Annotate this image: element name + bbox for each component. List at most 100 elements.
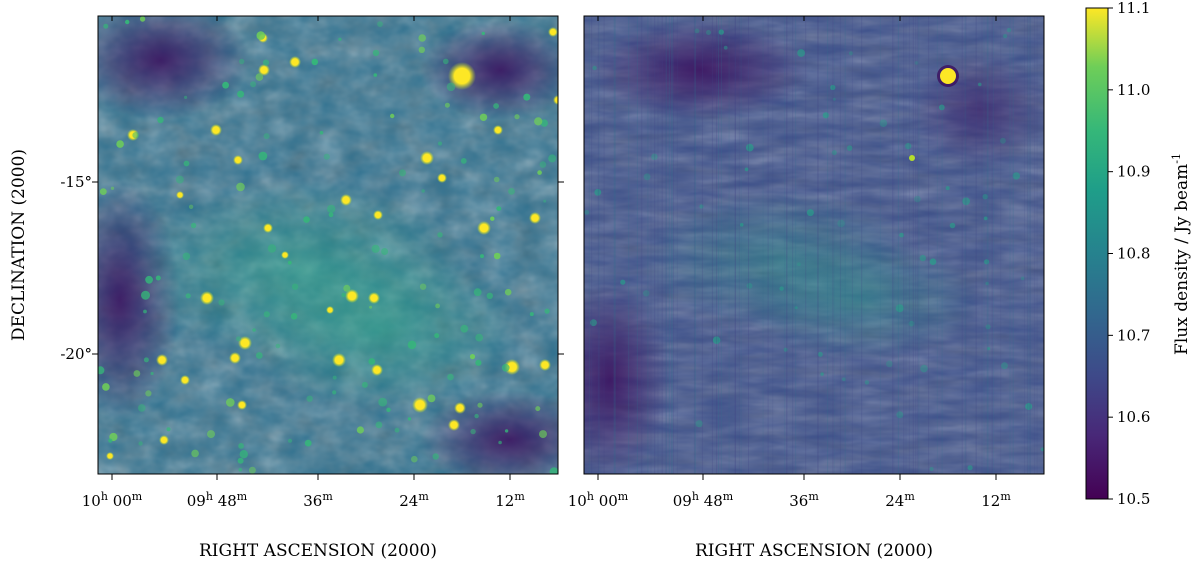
faint-source	[695, 420, 703, 428]
faint-source	[864, 380, 870, 385]
x-tick-minutes: 12	[495, 492, 514, 510]
colorbar-tick-label-0: 11.1	[1117, 0, 1150, 17]
faint-source	[987, 347, 991, 351]
faint-source	[486, 292, 493, 299]
stripe-texture	[915, 16, 917, 474]
faint-source	[191, 449, 199, 458]
faint-source	[830, 84, 836, 91]
stripe-texture	[795, 16, 797, 474]
faint-source	[493, 252, 501, 260]
faint-source	[372, 49, 380, 57]
x-tick-hours-sup: h	[692, 490, 699, 503]
stripe-texture	[665, 16, 667, 474]
right-x-tick-marks	[597, 16, 997, 480]
faint-source	[908, 320, 915, 327]
faint-source	[255, 352, 263, 359]
faint-source	[256, 31, 266, 40]
faint-source	[590, 319, 597, 327]
stripe-texture	[734, 16, 736, 474]
stripe-texture	[650, 16, 652, 474]
faint-source	[879, 119, 888, 127]
faint-source	[832, 97, 836, 101]
point-source	[229, 352, 241, 364]
point-source	[263, 223, 273, 233]
faint-source	[470, 428, 476, 435]
faint-source	[275, 343, 281, 349]
stripe-texture	[591, 16, 593, 474]
faint-source	[444, 102, 450, 108]
stripe-texture	[676, 16, 678, 474]
faint-source	[143, 357, 149, 363]
faint-source	[643, 290, 650, 297]
x-tick-hours: 09	[673, 492, 692, 510]
right-x-tick-labels: 10h 00m 09h 48m 36m 24m 12m	[568, 490, 1012, 510]
stripe-texture	[981, 16, 983, 474]
x-tick-label-3: 24m	[885, 490, 915, 510]
left-x-tick-marks	[111, 16, 511, 480]
stripe-texture	[861, 16, 863, 474]
stripe-texture	[839, 16, 841, 474]
faint-source	[304, 439, 312, 447]
point-source	[371, 364, 383, 376]
stripe-texture	[665, 16, 667, 474]
faint-source	[985, 281, 989, 286]
faint-source	[319, 130, 324, 135]
faint-source	[139, 16, 146, 22]
x-tick-label-2: 36m	[303, 490, 333, 510]
stripe-texture	[718, 16, 719, 474]
faint-source	[421, 189, 425, 193]
left-panel-point-sources	[98, 16, 558, 474]
faint-source	[332, 390, 337, 395]
stripe-texture	[893, 16, 895, 474]
faint-source	[504, 429, 509, 433]
stripe-texture	[640, 16, 642, 474]
x-tick-label-4: 12m	[495, 490, 525, 510]
faint-source	[239, 58, 245, 65]
faint-source	[447, 373, 454, 381]
faint-source	[919, 254, 926, 262]
point-source	[448, 62, 476, 90]
stripe-texture	[936, 16, 938, 474]
faint-source	[475, 333, 484, 342]
colorbar-label-main: Flux density / Jy beam	[1172, 164, 1192, 355]
point-source	[412, 397, 428, 413]
faint-source	[437, 141, 443, 146]
faint-source	[739, 223, 744, 227]
faint-source	[99, 188, 107, 196]
faint-source	[287, 438, 293, 443]
faint-source	[477, 402, 483, 408]
faint-source	[620, 279, 626, 285]
faint-source	[985, 324, 991, 330]
faint-source	[356, 426, 364, 434]
point-source	[448, 419, 460, 431]
faint-source	[592, 65, 597, 71]
faint-source	[460, 158, 467, 164]
faint-source	[328, 212, 334, 218]
stripe-texture	[701, 16, 703, 474]
faint-source	[474, 413, 479, 419]
x-tick-minutes: 24	[399, 492, 418, 510]
right-panel-image	[584, 16, 1044, 474]
faint-source	[375, 421, 383, 429]
faint-source	[175, 175, 184, 184]
faint-source	[779, 286, 784, 291]
faint-source	[480, 254, 484, 259]
point-source	[200, 291, 214, 305]
faint-source	[311, 58, 319, 66]
faint-source	[116, 140, 124, 148]
faint-source	[496, 206, 502, 212]
x-tick-minutes-sup: m	[904, 490, 915, 503]
x-tick-minutes: 00	[594, 492, 618, 510]
faint-source	[338, 37, 342, 41]
faint-source	[394, 427, 400, 433]
x-tick-label-1: 09h 48m	[673, 490, 734, 510]
faint-source	[794, 306, 798, 310]
faint-source	[248, 466, 256, 474]
point-source	[529, 212, 541, 224]
faint-source	[378, 397, 388, 407]
faint-source	[498, 440, 502, 445]
faint-source	[381, 248, 389, 255]
faint-source	[341, 292, 346, 298]
stripe-texture	[928, 16, 930, 474]
faint-source	[237, 90, 245, 98]
